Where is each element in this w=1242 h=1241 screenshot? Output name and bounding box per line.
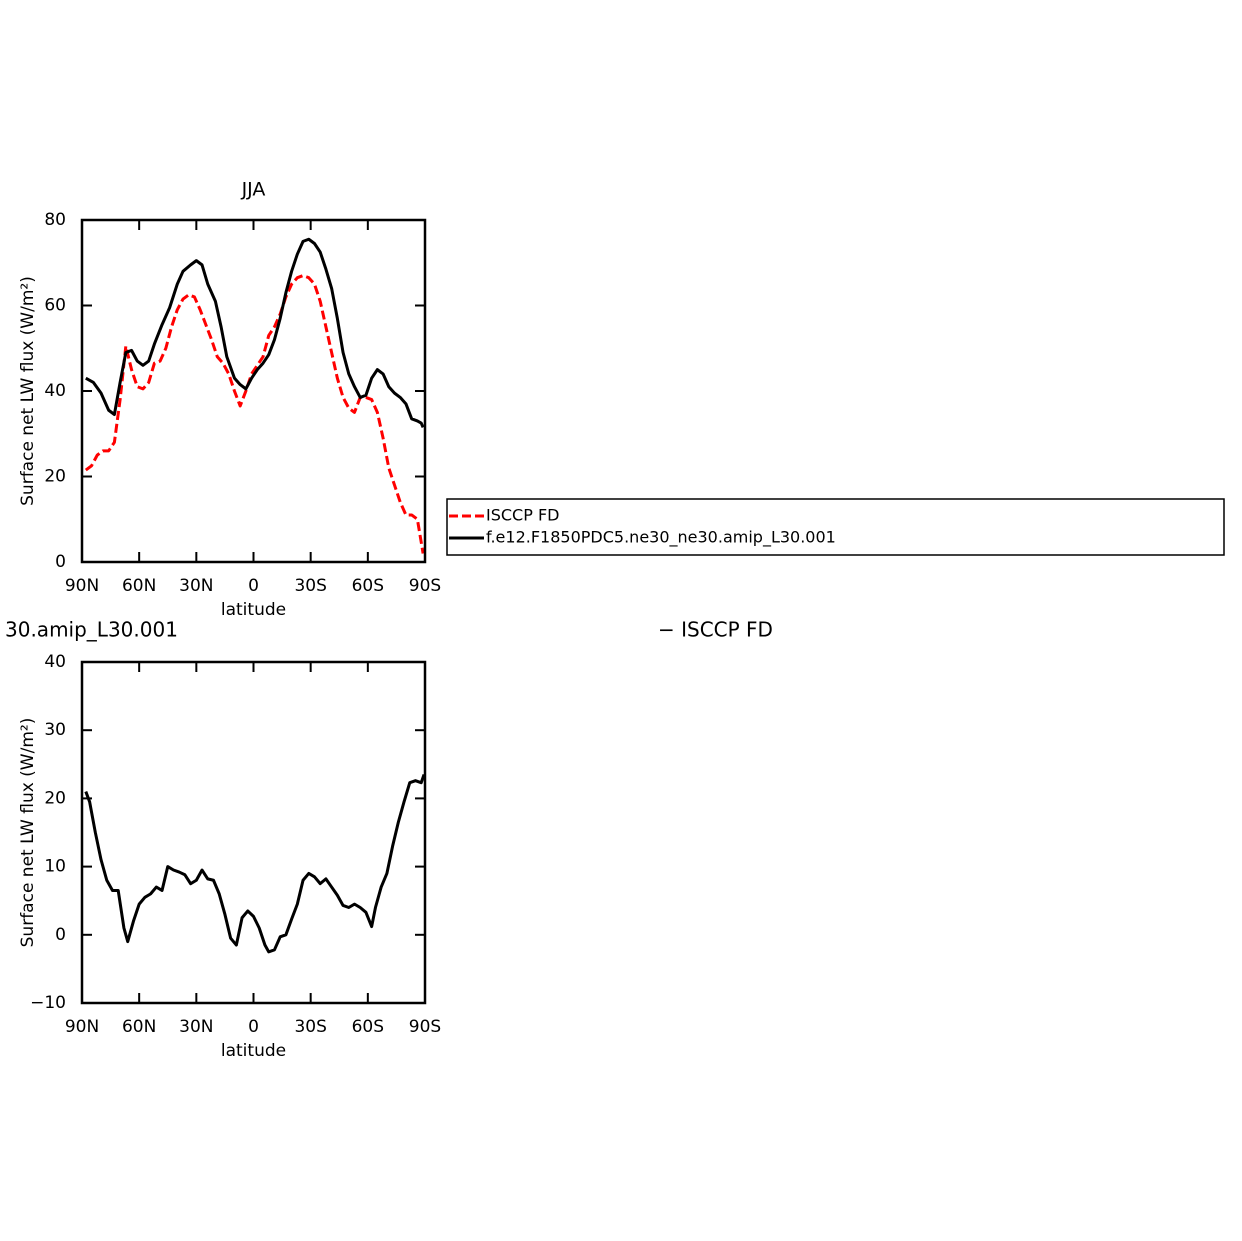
- x-tick-label: 30N: [179, 576, 213, 596]
- x-tick-label: 60N: [122, 576, 156, 596]
- y-tick-label: 10: [44, 857, 66, 877]
- plot-frame: [80, 660, 427, 1005]
- y-tick-label: 20: [44, 467, 66, 487]
- x-tick-label: 90S: [409, 576, 441, 596]
- legend-box: [446, 498, 1225, 556]
- x-tick-label: 30S: [294, 576, 326, 596]
- y-axis-label: Surface net LW flux (W/m²): [18, 276, 38, 506]
- series-line: [84, 774, 426, 954]
- y-tick-label: −10: [30, 993, 66, 1013]
- y-tick-label: 20: [44, 788, 66, 808]
- y-tick-label: 0: [55, 552, 66, 572]
- legend-label: f.e12.F1850PDC5.ne30_ne30.amip_L30.001: [486, 528, 836, 548]
- chart-title: JJA: [241, 179, 266, 201]
- x-tick-label: 60S: [352, 576, 384, 596]
- series-line: [84, 274, 425, 554]
- y-tick-label: 0: [55, 925, 66, 945]
- x-tick-label: 30S: [294, 1017, 326, 1037]
- legend: ISCCP FD f.e12.F1850PDC5.ne30_ne30.amip_L…: [446, 498, 1225, 556]
- x-tick-label: 90N: [65, 1017, 99, 1037]
- chart-title-right: − ISCCP FD: [658, 618, 773, 642]
- x-axis-label: latitude: [221, 1041, 286, 1061]
- y-tick-label: 30: [44, 720, 66, 740]
- x-tick-label: 0: [248, 1017, 259, 1037]
- y-axis-label: Surface net LW flux (W/m²): [18, 718, 38, 948]
- y-tick-label: 40: [44, 381, 66, 401]
- y-tick-label: 40: [44, 652, 66, 672]
- y-tick-label: 60: [44, 296, 66, 316]
- x-tick-label: 30N: [179, 1017, 213, 1037]
- x-tick-label: 0: [248, 576, 259, 596]
- y-tick-label: 80: [44, 210, 66, 230]
- x-tick-label: 60N: [122, 1017, 156, 1037]
- legend-label: ISCCP FD: [486, 506, 559, 525]
- x-tick-label: 90S: [409, 1017, 441, 1037]
- x-tick-label: 90N: [65, 576, 99, 596]
- chart-title-left: 30.amip_L30.001: [5, 618, 178, 642]
- x-tick-label: 60S: [352, 1017, 384, 1037]
- plot-frame: [80, 218, 427, 564]
- series-line: [85, 237, 425, 428]
- x-axis-label: latitude: [221, 600, 286, 620]
